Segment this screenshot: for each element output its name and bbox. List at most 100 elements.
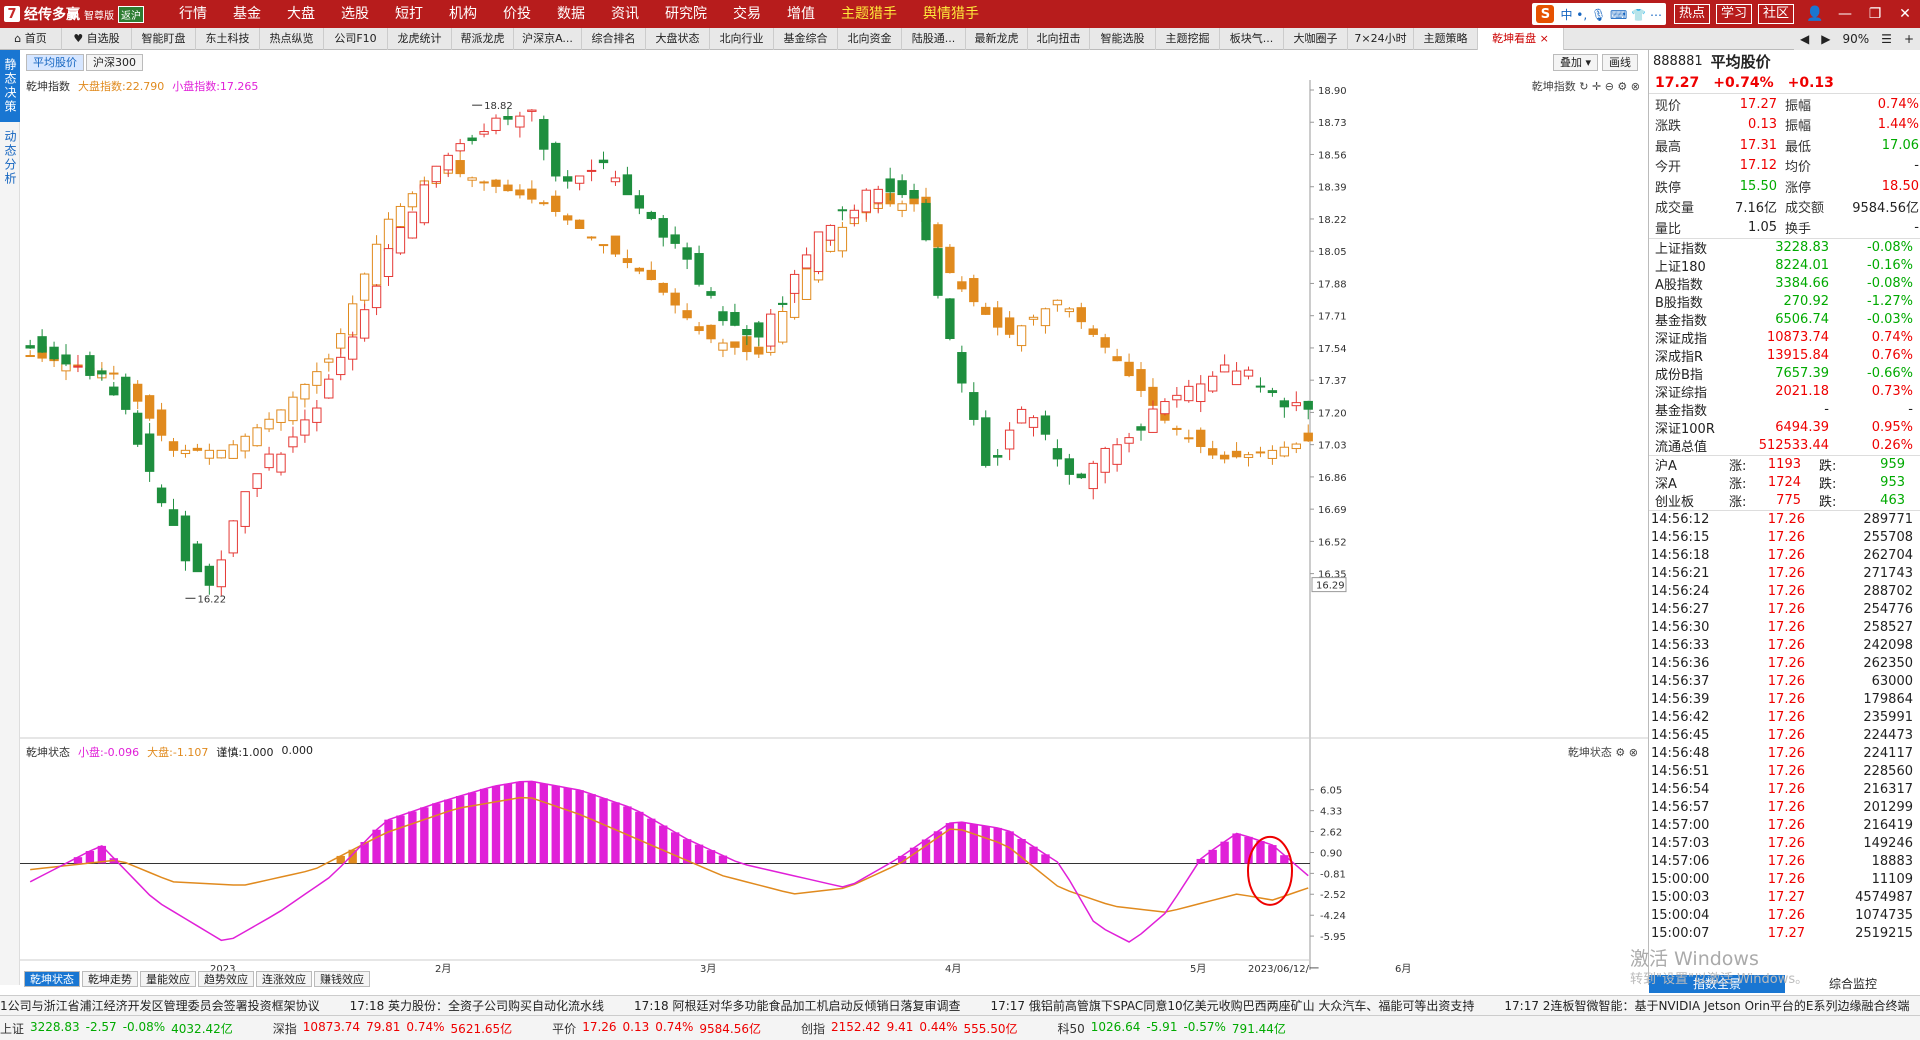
tab-20[interactable]: 大咖圈子 <box>1284 27 1348 50</box>
tab-8[interactable]: 沪深京A... <box>514 27 582 50</box>
index-row[interactable]: 基金指数 - - <box>1649 401 1920 419</box>
tab-0[interactable]: ⌂ 首页 <box>0 27 62 50</box>
sub-legend-c1: 谨慎:1.000 <box>216 746 274 759</box>
header-btn-2[interactable]: 社区 <box>1757 4 1794 24</box>
tab-11[interactable]: 北向行业 <box>710 27 774 50</box>
overlay-button[interactable]: 叠加 ▾ <box>1552 54 1598 71</box>
menu-item-10[interactable]: 交易 <box>733 6 761 22</box>
tab-2[interactable]: 智能盯盘 <box>132 27 196 50</box>
tab-13[interactable]: 北向资金 <box>838 27 902 50</box>
maximize-button[interactable]: ❐ <box>1868 6 1882 22</box>
news-item[interactable]: 17:18 阿根廷对华多功能食品加工机启动反倾销日落复审调查 <box>634 999 961 1013</box>
tab-19[interactable]: 板块气... <box>1220 27 1284 50</box>
close-button[interactable]: ✕ <box>1899 6 1911 22</box>
header-btn-0[interactable]: 热点 <box>1673 4 1710 24</box>
ime-toolbar[interactable]: S 中 •, 🎙 ⌨ 👕 ⋯ <box>1532 3 1666 25</box>
index-row[interactable]: 基金指数 6506.74 -0.03% <box>1649 311 1920 329</box>
menu-item-8[interactable]: 资讯 <box>611 6 639 22</box>
logo-icon: 7 <box>4 6 20 22</box>
index-row[interactable]: A股指数 3384.66 -0.08% <box>1649 275 1920 293</box>
tab-ctrl-3[interactable]: ☰ <box>1881 32 1892 46</box>
tab-22[interactable]: 主题策略 <box>1414 27 1478 50</box>
quote-panel: 888881 平均股价 17.27 +0.74% +0.13 现价 17.27 振幅… <box>1648 50 1920 993</box>
tab-9[interactable]: 综合排名 <box>582 27 646 50</box>
tab-15[interactable]: 最新龙虎 <box>966 27 1028 50</box>
tab-23[interactable]: 乾坤看盘 × <box>1478 27 1564 50</box>
indicator-tab-3[interactable]: 趋势效应 <box>198 971 254 987</box>
tab-6[interactable]: 龙虎统计 <box>388 27 452 50</box>
sub-chart-title[interactable]: 乾坤状态 ⚙ ⊗ <box>1567 746 1638 759</box>
draw-line-button[interactable]: 画线 <box>1602 54 1638 71</box>
menu-item-13[interactable]: 舆情猎手 <box>923 6 979 22</box>
tab-1[interactable]: ♥ 自选股 <box>62 27 132 50</box>
index-row[interactable]: 深证综指 2021.18 0.73% <box>1649 383 1920 401</box>
status-index[interactable]: 科50 1026.64 -5.91 -0.57% 791.44亿 <box>1058 1020 1286 1037</box>
tab-18[interactable]: 主题挖掘 <box>1156 27 1220 50</box>
index-row[interactable]: 成份B指 7657.39 -0.66% <box>1649 365 1920 383</box>
updown-row: 沪A 涨: 1193 跌: 959 <box>1649 456 1920 474</box>
tick-price: 17.26 <box>1767 908 1805 923</box>
tab-10[interactable]: 大盘状态 <box>646 27 710 50</box>
sidebar-dynamic[interactable]: 动态分析 <box>3 130 17 186</box>
main-chart-title[interactable]: 乾坤指数 ↻ ✛ ⊖ ⚙ ⊗ <box>1531 80 1640 93</box>
status-index[interactable]: 平价 17.26 0.13 0.74% 9584.56亿 <box>552 1020 761 1037</box>
indicator-tab-1[interactable]: 乾坤走势 <box>82 971 138 987</box>
indicator-tab-4[interactable]: 连涨效应 <box>256 971 312 987</box>
tab-17[interactable]: 智能选股 <box>1090 27 1156 50</box>
menu-item-3[interactable]: 选股 <box>341 6 369 22</box>
menu-item-12[interactable]: 主题猎手 <box>841 6 897 22</box>
tab-7[interactable]: 帮派龙虎 <box>452 27 514 50</box>
index-row[interactable]: 上证指数 3228.83 -0.08% <box>1649 239 1920 257</box>
tab-ctrl-4[interactable]: + <box>1903 32 1914 46</box>
index-row[interactable]: 深证成指 10873.74 0.74% <box>1649 329 1920 347</box>
indicator-tab-2[interactable]: 量能效应 <box>140 971 196 987</box>
tab-ctrl-2[interactable]: 90% <box>1842 32 1870 46</box>
menu-item-0[interactable]: 行情 <box>179 6 207 22</box>
candlestick-chart[interactable]: 18.90 18.73 18.56 18.39 18.22 18.05 17.88 17.71… <box>20 50 1648 985</box>
tab-4[interactable]: 热点纵览 <box>260 27 324 50</box>
status-bar <box>539 783 548 864</box>
index-row[interactable]: B股指数 270.92 -1.27% <box>1649 293 1920 311</box>
indicator-tab-5[interactable]: 赚钱效应 <box>314 971 370 987</box>
menu-item-7[interactable]: 数据 <box>557 6 585 22</box>
tab-5[interactable]: 公司F10 <box>324 27 388 50</box>
menu-item-4[interactable]: 短打 <box>395 6 423 22</box>
index-row[interactable]: 流通总值 512533.44 0.26% <box>1649 437 1920 455</box>
menu-item-2[interactable]: 大盘 <box>287 6 315 22</box>
chart-area[interactable]: 平均股价 沪深300 叠加 ▾ 画线 乾坤指数 大盘指数:22.790 小盘指数… <box>20 50 1648 987</box>
news-item[interactable]: 17:17 俄铝前高管旗下SPAC同意10亿美元收购巴西两座矿山 大众汽车、福能… <box>990 999 1475 1013</box>
tab-index-overview[interactable]: 指数全景 <box>1649 975 1785 993</box>
status-index[interactable]: 创指 2152.42 9.41 0.44% 555.50亿 <box>801 1020 1017 1037</box>
app-logo[interactable]: 7 经传多赢 智尊版 返沪 <box>0 0 144 28</box>
news-item[interactable]: 17:17 2连板智微智能：基于NVIDIA Jetson Orin平台的E系列… <box>1504 999 1910 1013</box>
tick-price: 17.26 <box>1767 566 1805 581</box>
header-btn-1[interactable]: 学习 <box>1715 4 1752 24</box>
minimize-button[interactable]: — <box>1838 6 1852 22</box>
subtab-avg-price[interactable]: 平均股价 <box>26 54 84 71</box>
status-index[interactable]: 深指 10873.74 79.81 0.74% 5621.65亿 <box>273 1020 512 1037</box>
news-item[interactable]: 17:18 英力股份：全资子公司购买自动化流水线 <box>349 999 605 1013</box>
menu-item-5[interactable]: 机构 <box>449 6 477 22</box>
index-row[interactable]: 深成指R 13915.84 0.76% <box>1649 347 1920 365</box>
index-row[interactable]: 上证180 8224.01 -0.16% <box>1649 257 1920 275</box>
tab-16[interactable]: 北向扭击 <box>1028 27 1090 50</box>
tab-12[interactable]: 基金综合 <box>774 27 838 50</box>
menu-item-1[interactable]: 基金 <box>233 6 261 22</box>
news-item[interactable]: 1公司与浙江省浦江经济开发区管理委员会签署投资框架协议 <box>0 999 320 1013</box>
indicator-tab-0[interactable]: 乾坤状态 <box>24 971 80 987</box>
sidebar-static[interactable]: 静态决策 <box>0 50 21 122</box>
menu-item-6[interactable]: 价投 <box>503 6 531 22</box>
tab-ctrl-0[interactable]: ◀ <box>1800 32 1810 46</box>
tab-3[interactable]: 东土科技 <box>196 27 260 50</box>
status-index[interactable]: 上证 3228.83 -2.57 -0.08% 4032.42亿 <box>0 1020 233 1037</box>
tab-ctrl-1[interactable]: ▶ <box>1821 32 1831 46</box>
tab-14[interactable]: 陆股通... <box>902 27 966 50</box>
tab-21[interactable]: 7×24小时 <box>1348 27 1414 50</box>
menu-item-9[interactable]: 研究院 <box>665 6 707 22</box>
tab-monitor[interactable]: 综合监控 <box>1828 977 1877 991</box>
tick-price: 17.26 <box>1767 620 1805 635</box>
menu-item-11[interactable]: 增值 <box>787 6 815 22</box>
user-icon[interactable]: 👤 <box>1806 6 1824 22</box>
index-row[interactable]: 深证100R 6494.39 0.95% <box>1649 419 1920 437</box>
subtab-hs300[interactable]: 沪深300 <box>86 54 143 71</box>
